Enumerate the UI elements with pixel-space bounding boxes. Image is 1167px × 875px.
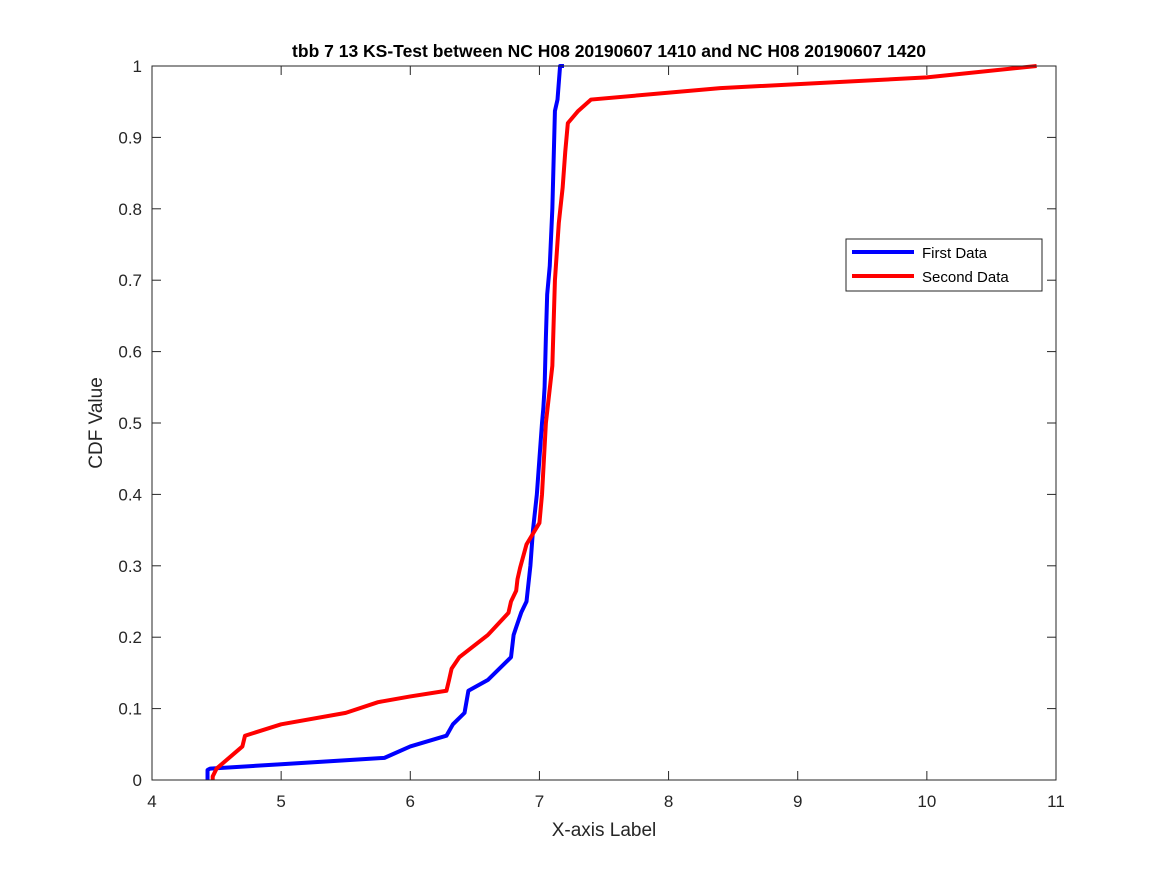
legend-label-second-data: Second Data [922,269,1009,286]
x-tick-label: 11 [1047,792,1065,811]
x-axis-label: X-axis Label [552,820,657,841]
x-tick-label: 8 [664,792,673,811]
y-tick-label: 0.3 [118,557,142,576]
y-tick-label: 1 [133,57,142,76]
series-line-second-data [210,64,1037,780]
y-tick-label: 0 [133,771,142,790]
y-tick-label: 0.2 [118,628,142,647]
series-layer [205,64,1037,780]
legend-label-first-data: First Data [922,245,988,262]
x-tick-label: 5 [276,792,285,811]
series-line-first-data [205,64,564,780]
ticks-layer: 4 5 6 7 8 9 10 11 0 0.1 0.2 0.3 0.4 0.5 0.6 0.7 0.8 0.9 1 [118,57,1064,811]
x-tick-label: 10 [917,792,936,811]
x-tick-label: 7 [535,792,544,811]
legend: First Data Second Data [845,238,1043,292]
y-tick-label: 0.4 [118,485,142,504]
y-tick-label: 0.6 [118,343,142,362]
chart-title: tbb 7 13 KS-Test between NC H08 20190607… [292,41,926,61]
x-tick-label: 6 [406,792,415,811]
y-tick-label: 0.8 [118,200,142,219]
y-tick-label: 0.7 [118,271,142,290]
x-tick-label: 9 [793,792,802,811]
y-tick-label: 0.9 [118,128,142,147]
legend-box [845,238,1043,292]
plot-area [152,66,1056,780]
x-tick-label: 4 [147,792,156,811]
y-tick-label: 0.5 [118,414,142,433]
y-axis-label: CDF Value [86,377,107,469]
y-tick-label: 0.1 [118,700,142,719]
